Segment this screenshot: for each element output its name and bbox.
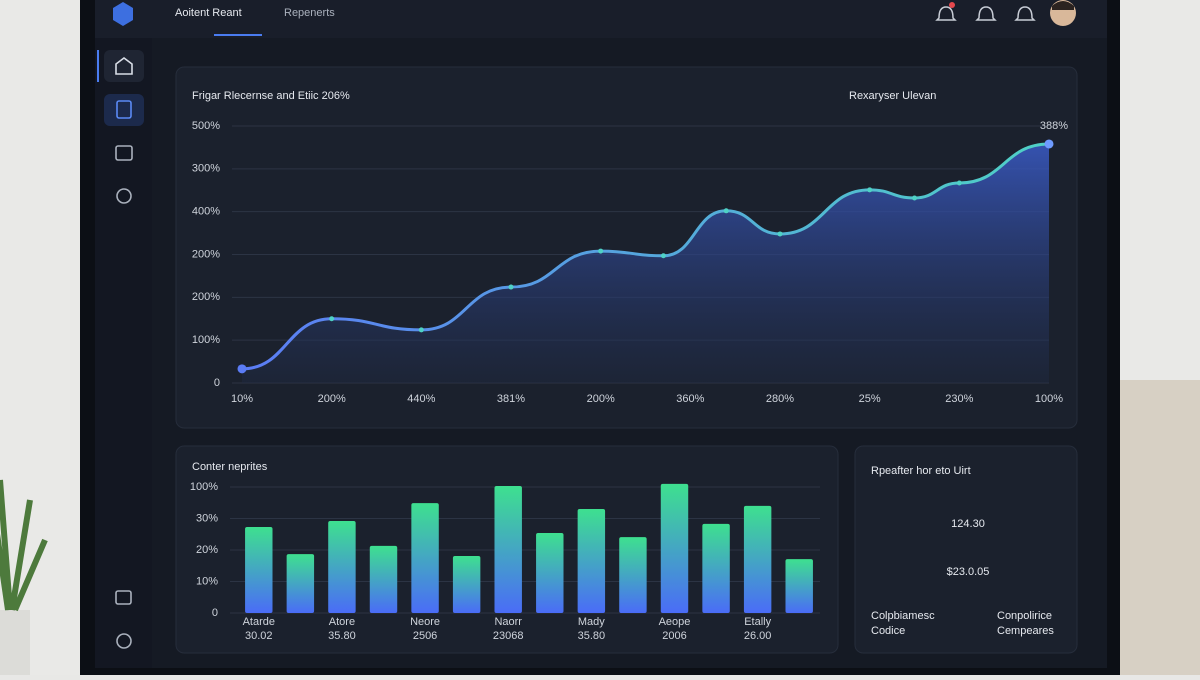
bar xyxy=(328,521,356,613)
x-tick-label: Neore xyxy=(410,616,440,628)
alert-icon[interactable] xyxy=(975,6,997,21)
data-point xyxy=(660,253,666,259)
bar xyxy=(785,559,813,613)
stat-value: $23.0.05 xyxy=(947,566,990,578)
stat-footer: Cempeares xyxy=(997,625,1054,637)
legend-label: Rexaryser Ulevan xyxy=(849,90,936,102)
x-tick-label: 10% xyxy=(231,393,253,405)
data-point xyxy=(723,208,729,214)
bar xyxy=(369,545,398,613)
bar xyxy=(702,523,730,613)
bar xyxy=(494,486,522,613)
area xyxy=(242,143,1049,383)
home-icon xyxy=(115,57,133,75)
nav-data[interactable] xyxy=(115,145,133,161)
avatar-hair xyxy=(1052,1,1074,10)
x-tick-sublabel: 23068 xyxy=(493,630,524,642)
sidebar-active xyxy=(97,50,99,82)
x-tick-label: 360% xyxy=(676,393,704,405)
y-tick-label: 0 xyxy=(212,607,218,619)
bar xyxy=(660,483,689,613)
x-tick-sublabel: 35.80 xyxy=(578,630,606,642)
alert-icon[interactable] xyxy=(1014,6,1036,21)
y-tick-label: 200% xyxy=(192,291,220,303)
x-tick-label: 381% xyxy=(497,393,525,405)
app-name[interactable]: Aoitent Reant xyxy=(175,7,242,19)
stat-footer: Colpbiamesc xyxy=(871,610,935,622)
data-point xyxy=(912,195,917,201)
data-point xyxy=(956,180,962,186)
bar xyxy=(536,532,564,613)
x-tick-label: Mady xyxy=(578,616,605,628)
x-tick-sublabel: 30.02 xyxy=(245,630,273,642)
x-tick-label: Atore xyxy=(329,616,355,628)
bar xyxy=(743,505,772,613)
annotation: 388% xyxy=(1040,120,1068,132)
notification-badge xyxy=(949,2,955,8)
y-tick-label: 20% xyxy=(196,544,218,556)
bar xyxy=(452,555,481,613)
logo[interactable] xyxy=(113,2,133,26)
x-tick-label: Aeope xyxy=(659,616,691,628)
x-tick-label: 25% xyxy=(859,393,881,405)
plant xyxy=(0,479,48,612)
stat-footer: Conpolirice xyxy=(997,610,1052,622)
x-tick-sublabel: 2006 xyxy=(662,630,686,642)
data-point xyxy=(508,284,514,290)
header xyxy=(95,0,1107,38)
y-tick-label: 10% xyxy=(196,575,218,587)
data-point xyxy=(237,364,247,374)
stat-footer: Codice xyxy=(871,625,905,637)
bar xyxy=(411,503,439,613)
y-tick-label: 100% xyxy=(192,334,220,346)
nav-settings[interactable] xyxy=(116,188,132,204)
pot xyxy=(0,610,30,675)
nav-preferences[interactable] xyxy=(116,633,132,649)
y-tick-label: 100% xyxy=(190,481,218,493)
x-tick-sublabel: 26.00 xyxy=(744,630,772,642)
x-tick-sublabel: 2506 xyxy=(413,630,437,642)
stat-card xyxy=(854,445,1078,654)
nav-messages[interactable] xyxy=(115,590,132,605)
sidebar xyxy=(95,38,152,668)
x-tick-label: Naorr xyxy=(494,616,522,628)
y-tick-label: 0 xyxy=(214,377,220,389)
y-tick-label: 400% xyxy=(192,206,220,218)
reports-icon xyxy=(116,100,132,119)
x-tick-label: 230% xyxy=(945,393,973,405)
chart-title: Frigar Rlecernse and Etiic 206% xyxy=(192,90,350,102)
active-tab-indicator xyxy=(214,34,262,36)
data-point xyxy=(867,187,873,193)
stat-value: 124.30 xyxy=(951,518,985,530)
notification-icon[interactable] xyxy=(935,6,957,21)
data-point xyxy=(329,316,335,322)
nav-tab[interactable]: Repenerts xyxy=(284,7,335,19)
chart-title: Conter neprites xyxy=(192,461,268,473)
bar xyxy=(577,509,606,613)
bar xyxy=(619,537,647,613)
x-tick-label: 200% xyxy=(318,393,346,405)
x-tick-label: 440% xyxy=(407,393,435,405)
nav-home[interactable] xyxy=(104,50,144,82)
y-tick-label: 300% xyxy=(192,163,220,175)
y-tick-label: 30% xyxy=(196,512,218,524)
x-tick-label: 200% xyxy=(587,393,615,405)
x-tick-sublabel: 35.80 xyxy=(328,630,356,642)
x-tick-label: 100% xyxy=(1035,393,1063,405)
x-tick-label: Etally xyxy=(744,616,771,628)
data-point xyxy=(598,248,604,254)
furniture xyxy=(1120,380,1200,675)
bar xyxy=(286,554,315,613)
bar xyxy=(245,527,273,613)
data-point xyxy=(1044,139,1054,149)
y-tick-label: 500% xyxy=(192,120,220,132)
y-tick-label: 200% xyxy=(192,248,220,260)
x-tick-label: 280% xyxy=(766,393,794,405)
data-point xyxy=(418,327,424,333)
nav-reports[interactable] xyxy=(104,94,144,126)
stat-title: Rpeafter hor eto Uirt xyxy=(871,465,971,477)
data-point xyxy=(777,231,783,237)
x-tick-label: Atarde xyxy=(243,616,275,628)
